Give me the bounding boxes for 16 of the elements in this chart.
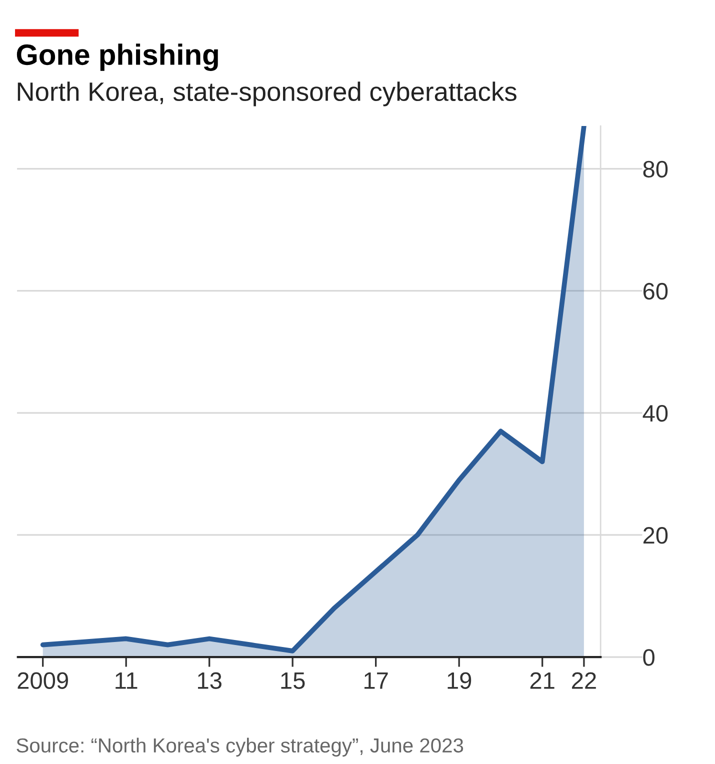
y-tick-label: 20 <box>643 527 668 544</box>
x-tick-label: 22 <box>572 672 596 689</box>
source-note: Source: “North Korea's cyber strategy”, June 2023 <box>16 738 464 757</box>
x-tick-label: 21 <box>530 672 554 689</box>
chart-title: Gone phishing <box>16 44 218 71</box>
x-tick-label: 15 <box>281 672 305 689</box>
chart-subtitle: North Korea, state-sponsored cyberattacks <box>18 82 516 106</box>
y-tick-label: 0 <box>643 649 654 666</box>
x-tick-label: 13 <box>198 672 222 689</box>
x-tick-label: 2009 <box>18 672 68 689</box>
x-tick-label: 17 <box>364 672 388 689</box>
y-tick-label: 60 <box>643 282 668 300</box>
y-tick-label: 40 <box>642 404 668 422</box>
x-tick-label: 11 <box>116 672 138 689</box>
x-tick-label: 19 <box>448 672 472 689</box>
y-tick-label: 80 <box>643 160 668 178</box>
